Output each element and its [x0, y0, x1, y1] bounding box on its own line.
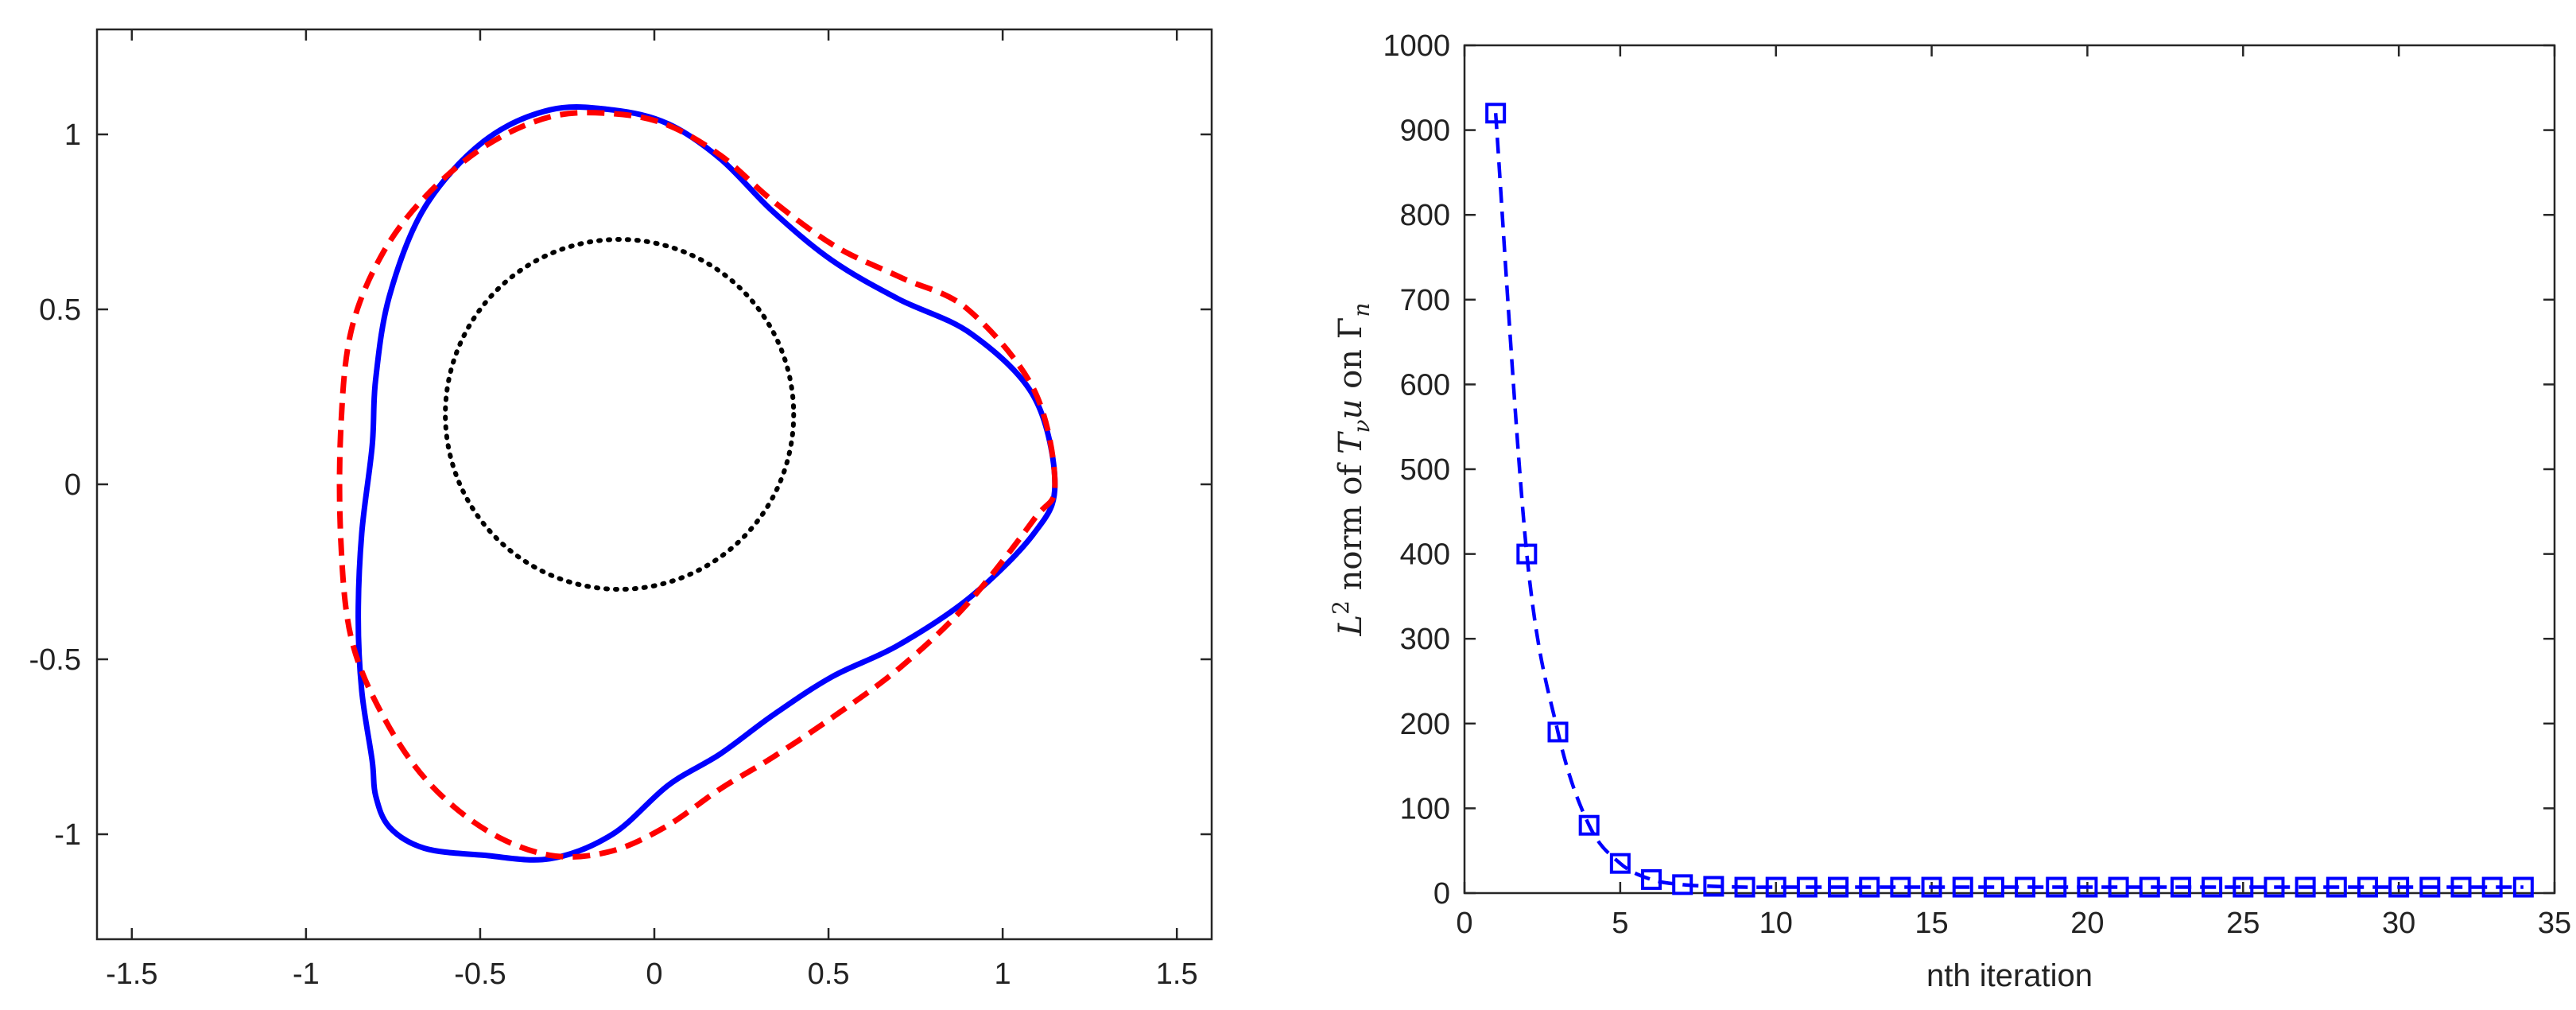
x-tick-label: -0.5 — [454, 958, 506, 991]
x-tick-label: 25 — [2226, 907, 2260, 940]
y-axis-label: L2 norm of Tνu on Γn — [1328, 303, 1375, 637]
x-tick-label: 10 — [1759, 907, 1793, 940]
x-tick-label: 30 — [2382, 907, 2415, 940]
data-point-marker — [2295, 876, 2316, 898]
y-tick-label: 1 — [64, 118, 81, 152]
y-axis-label-part: 2 — [1328, 600, 1354, 615]
y-tick-label: 1000 — [1383, 29, 1450, 63]
data-point-marker — [1796, 876, 1818, 898]
x-tick-label: 5 — [1612, 907, 1628, 940]
y-tick-label: -1 — [54, 818, 81, 852]
x-tick-label: -1 — [293, 958, 320, 991]
y-tick-label: 400 — [1400, 538, 1450, 572]
y-axis-label-part: Γ — [1333, 317, 1369, 340]
data-point-marker — [2202, 876, 2223, 898]
x-tick-label: 15 — [1915, 907, 1948, 940]
shape-plot: -1.5 -1 -0.5 0 0.5 1 1.5 -1 -0.5 0 0.5 1 — [29, 28, 1213, 991]
x-tick-label: 1 — [995, 958, 1011, 991]
x-tick-label: 35 — [2538, 907, 2571, 940]
data-point-marker — [1516, 543, 1538, 565]
data-point-marker — [2419, 876, 2441, 898]
data-point-marker — [1983, 876, 2004, 898]
data-point-marker — [2139, 876, 2160, 898]
data-point-marker — [1890, 876, 1911, 898]
y-tick-label: 0 — [1433, 877, 1450, 911]
x-tick-label: 1.5 — [1156, 958, 1198, 991]
y-tick-label: 300 — [1400, 623, 1450, 656]
data-point-marker — [1547, 721, 1569, 743]
series-l2-norm-line — [1493, 113, 2524, 889]
x-tick-label: 0 — [646, 958, 662, 991]
y-tick-label: 600 — [1400, 368, 1450, 402]
x-tick-label: 20 — [2070, 907, 2104, 940]
data-point-marker — [1734, 876, 1755, 898]
y-axis-label-part: L — [1333, 615, 1369, 637]
y-tick-label: 800 — [1400, 199, 1450, 232]
y-axis-label-part: n — [1348, 303, 1375, 317]
series-inner-circle — [443, 237, 797, 592]
y-tick-label: 500 — [1400, 453, 1450, 487]
data-point-marker — [2108, 876, 2129, 898]
y-axis-label-part: norm of — [1333, 454, 1369, 600]
data-point-marker — [1609, 853, 1631, 874]
data-point-marker — [2264, 876, 2285, 898]
x-axis-label: nth iteration — [1926, 958, 2093, 993]
data-point-marker — [2170, 876, 2191, 898]
y-axis-label-part: ν — [1348, 419, 1375, 433]
plot-frame — [1463, 44, 2556, 895]
y-axis-label-part: on — [1333, 339, 1369, 398]
data-point-marker — [2512, 876, 2534, 898]
data-point-marker — [1578, 814, 1600, 836]
y-axis-label-part: T — [1333, 430, 1369, 454]
data-point-marker — [1765, 876, 1787, 898]
data-point-marker — [1828, 876, 1849, 898]
data-point-marker — [1672, 874, 1693, 895]
series-exact-boundary — [336, 110, 1058, 860]
y-tick-label: 100 — [1400, 792, 1450, 825]
data-point-marker — [2388, 876, 2410, 898]
data-point-marker — [2077, 876, 2098, 898]
data-point-marker — [2046, 876, 2067, 898]
data-point-marker — [2015, 876, 2036, 898]
y-tick-label: 200 — [1400, 708, 1450, 741]
x-tick-label: 0.5 — [808, 958, 850, 991]
data-point-marker — [1921, 876, 1942, 898]
plot-frame — [95, 28, 1213, 941]
convergence-plot: 0 5 10 15 20 25 30 35 0 100 200 300 400 500 600 700 800 9… — [1328, 29, 2571, 993]
series-reconstructed-boundary — [355, 104, 1058, 863]
y-axis-label-part: u — [1333, 399, 1369, 420]
data-point-marker — [1703, 876, 1724, 897]
data-point-marker — [2481, 876, 2503, 898]
data-point-marker — [2357, 876, 2378, 898]
data-point-marker — [1952, 876, 1973, 898]
y-tick-label: 0.5 — [39, 293, 81, 327]
x-tick-label: 0 — [1456, 907, 1472, 940]
x-tick-label: -1.5 — [106, 958, 157, 991]
data-point-marker — [2450, 876, 2472, 898]
data-point-marker — [1485, 103, 1507, 124]
data-point-marker — [2233, 876, 2254, 898]
data-point-marker — [1641, 868, 1662, 890]
y-tick-label: 700 — [1400, 284, 1450, 317]
data-point-marker — [1859, 876, 1880, 898]
y-tick-label: -0.5 — [29, 643, 81, 677]
y-tick-label: 0 — [64, 468, 81, 502]
y-tick-label: 900 — [1400, 115, 1450, 148]
data-point-marker — [2326, 876, 2347, 898]
